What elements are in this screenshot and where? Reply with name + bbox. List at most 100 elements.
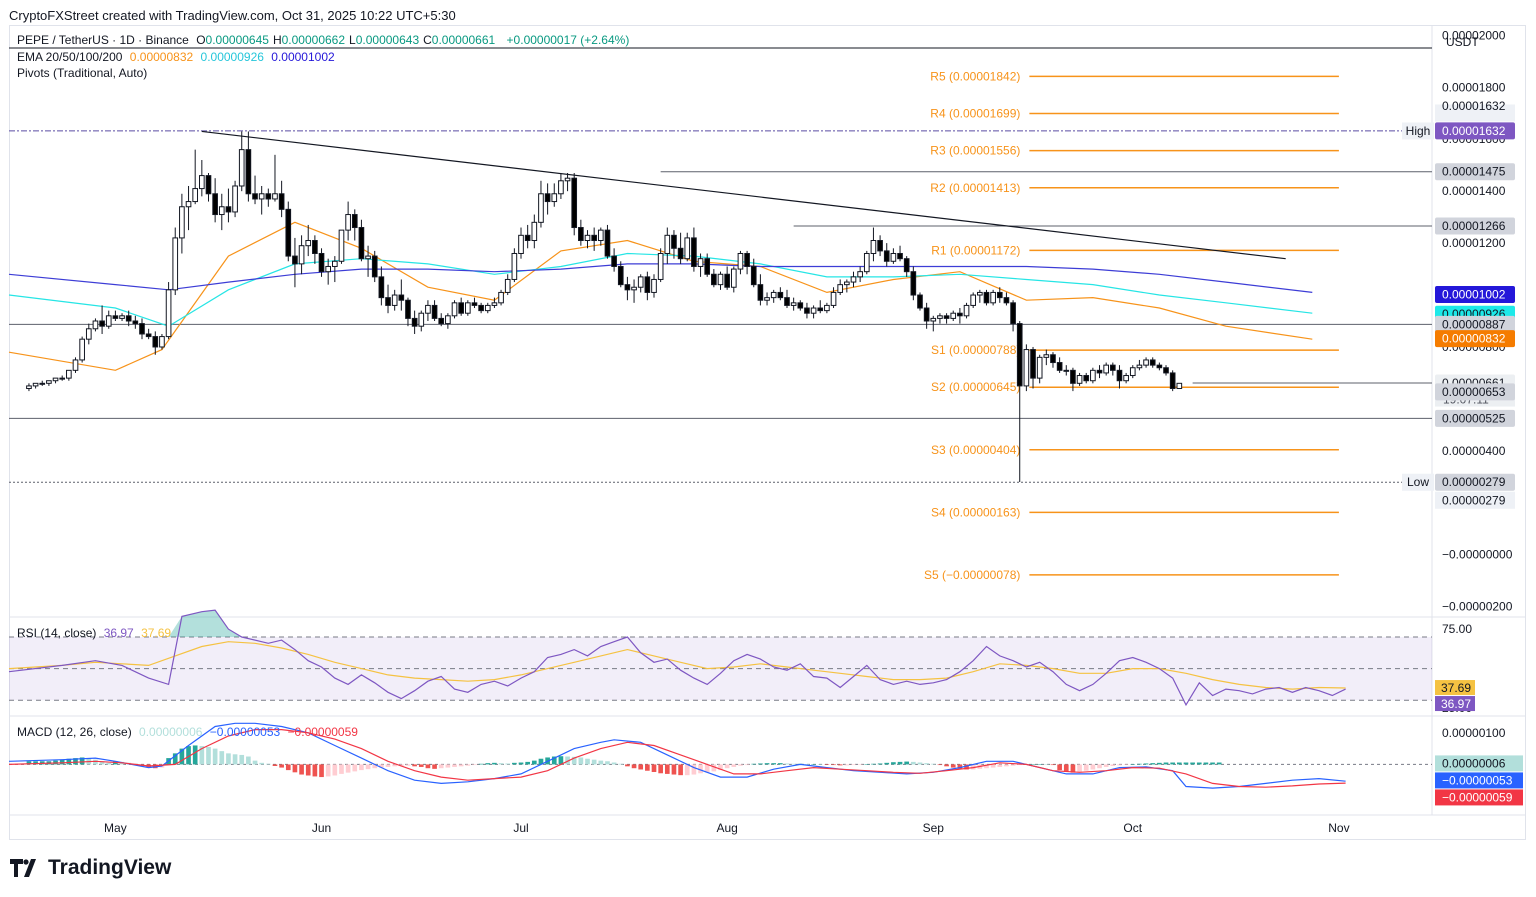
macd-histogram-bar bbox=[611, 762, 617, 765]
candle-body bbox=[272, 193, 278, 200]
candle-body bbox=[445, 315, 451, 325]
macd-histogram-bar bbox=[864, 764, 870, 765]
high-value-bg bbox=[1435, 104, 1515, 122]
macd-histogram-bar bbox=[791, 763, 796, 765]
candle-body bbox=[883, 250, 890, 262]
candle-body bbox=[1149, 359, 1156, 366]
candle-body bbox=[464, 302, 471, 314]
macd-histogram-bar bbox=[937, 764, 943, 766]
macd-histogram-bar bbox=[990, 764, 996, 768]
macd-histogram-bar bbox=[851, 764, 856, 766]
candle-body bbox=[484, 304, 491, 312]
macd-histogram-bar bbox=[172, 753, 178, 765]
macd-histogram-bar bbox=[891, 762, 896, 765]
candle-body bbox=[498, 291, 504, 304]
macd-histogram-bar bbox=[571, 756, 577, 765]
macd-histogram-bar bbox=[924, 763, 929, 765]
macd-histogram-bar bbox=[1030, 764, 1036, 765]
candle-body bbox=[232, 185, 238, 213]
candle-body bbox=[704, 258, 711, 275]
macd-histogram-bar bbox=[1103, 764, 1109, 767]
macd-tick: 0.00000100 bbox=[1442, 726, 1506, 740]
candle-body bbox=[458, 302, 464, 314]
macd-histogram-bar bbox=[1143, 763, 1149, 765]
pivot-label: R4 (0.00001699) bbox=[930, 107, 1020, 121]
macd-histogram-bar bbox=[691, 764, 697, 775]
candle-body bbox=[877, 240, 883, 252]
macd-histogram-bar bbox=[445, 764, 451, 768]
macd-legend[interactable]: MACD (12, 26, close) 0.00000006 −0.00000… bbox=[17, 725, 362, 739]
macd-histogram-bar bbox=[325, 764, 331, 777]
candle-body bbox=[777, 291, 784, 299]
candle-body bbox=[897, 252, 903, 260]
ema-legend[interactable]: EMA 20/50/100/200 0.00000832 0.00000926 … bbox=[17, 50, 339, 64]
macd-histogram-bar bbox=[106, 762, 112, 765]
candle-body bbox=[325, 265, 332, 273]
macd-histogram-bar bbox=[1050, 764, 1056, 766]
rsi-ma-label-text: 37.69 bbox=[1441, 681, 1471, 695]
macd-histogram-bar bbox=[212, 748, 218, 765]
candle-body bbox=[285, 208, 292, 257]
candle-body bbox=[438, 317, 445, 325]
macd-histogram-bar bbox=[704, 764, 710, 773]
candle-body bbox=[724, 273, 730, 288]
candle-body bbox=[112, 315, 119, 319]
pivot-label: S3 (0.00000404) bbox=[931, 443, 1020, 457]
macd-histogram-bar bbox=[784, 763, 790, 765]
candle-body bbox=[1143, 359, 1149, 366]
rsi-ma-label-bg bbox=[1435, 680, 1475, 696]
macd-histogram-bar bbox=[871, 763, 876, 765]
rsi-legend[interactable]: RSI (14, close) 36.97 37.69 bbox=[17, 626, 175, 640]
tradingview-logo[interactable]: TradingView bbox=[10, 856, 171, 880]
pivots-legend[interactable]: Pivots (Traditional, Auto) bbox=[17, 66, 151, 80]
candle-body bbox=[1103, 364, 1110, 374]
macd-histogram-bar bbox=[731, 764, 737, 767]
candle-body bbox=[578, 227, 584, 242]
time-axis: May Jun Jul Aug Sep Oct Nov bbox=[104, 821, 1350, 835]
candle-body bbox=[744, 252, 750, 267]
macd-histogram-bar bbox=[339, 764, 344, 774]
macd-histogram-bar bbox=[1110, 764, 1116, 766]
candle-body bbox=[1076, 375, 1083, 384]
symbol-title[interactable]: PEPE / TetherUS · 1D · Binance bbox=[17, 33, 189, 47]
candle-body bbox=[172, 237, 179, 291]
macd-histogram-bar bbox=[1057, 764, 1062, 771]
candle-body bbox=[245, 149, 252, 195]
trendline bbox=[201, 130, 1286, 260]
macd-histogram-bar bbox=[26, 761, 32, 765]
candle-body bbox=[371, 255, 378, 278]
macd-histogram-bar bbox=[651, 764, 657, 773]
macd-histogram-bar bbox=[478, 763, 484, 765]
macd-histogram-bar bbox=[432, 764, 437, 769]
macd-histogram-bar bbox=[352, 764, 358, 772]
macd-histogram-bar bbox=[252, 760, 258, 765]
candle-body bbox=[358, 227, 365, 260]
macd-histogram-bar bbox=[811, 764, 816, 765]
price-label-bg bbox=[1435, 409, 1515, 427]
macd-histogram-bar bbox=[718, 764, 723, 771]
candle-body bbox=[651, 278, 657, 293]
macd-histogram-bar bbox=[1170, 762, 1175, 765]
macd-histogram-bar bbox=[1203, 762, 1209, 765]
candle-body bbox=[1010, 302, 1016, 325]
candle-body bbox=[1116, 369, 1123, 382]
price-tick: 0.00002000 bbox=[1442, 28, 1506, 42]
pivot-levels: R5 (0.00001842) R4 (0.00001699) R3 (0.0000… bbox=[924, 69, 1339, 582]
candle-body bbox=[46, 380, 52, 384]
candle-body bbox=[471, 302, 478, 306]
candle-body bbox=[378, 276, 385, 299]
currency-label[interactable]: USDT bbox=[1446, 35, 1479, 49]
time-tick: Sep bbox=[923, 821, 945, 835]
macd-histogram-bar bbox=[1070, 764, 1076, 773]
candle-body bbox=[385, 297, 391, 306]
macd-histogram-bar bbox=[299, 764, 304, 775]
grid bbox=[9, 25, 1526, 816]
horizontal-lines bbox=[9, 130, 1432, 483]
time-tick: May bbox=[104, 821, 127, 835]
candle-body bbox=[159, 336, 165, 348]
candle-body bbox=[1003, 297, 1010, 304]
candle-body bbox=[504, 278, 511, 293]
time-tick: Jun bbox=[312, 821, 331, 835]
macd-histogram-bar bbox=[305, 764, 311, 776]
